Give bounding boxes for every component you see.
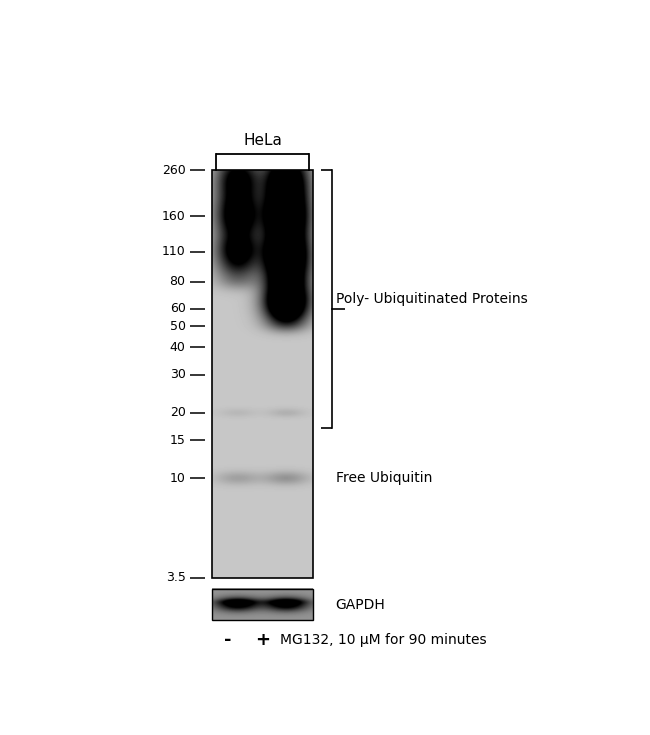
Text: 10: 10 [170, 472, 185, 485]
Text: 60: 60 [170, 303, 185, 315]
Text: Poly- Ubiquitinated Proteins: Poly- Ubiquitinated Proteins [335, 293, 527, 306]
Bar [212, 171, 313, 578]
Text: 40: 40 [170, 341, 185, 354]
Text: 20: 20 [170, 406, 185, 420]
Text: 30: 30 [170, 368, 185, 381]
Text: 110: 110 [162, 245, 185, 258]
Text: +: + [255, 631, 270, 649]
Bar [212, 589, 313, 620]
Text: GAPDH: GAPDH [335, 598, 385, 612]
Text: -: - [224, 631, 231, 649]
Text: 260: 260 [162, 164, 185, 176]
Text: HeLa: HeLa [243, 132, 282, 148]
Text: 3.5: 3.5 [166, 571, 185, 584]
Text: 15: 15 [170, 434, 185, 447]
Text: 160: 160 [162, 209, 185, 223]
Text: Free Ubiquitin: Free Ubiquitin [335, 471, 432, 485]
Text: 80: 80 [170, 275, 185, 288]
Text: MG132, 10 μM for 90 minutes: MG132, 10 μM for 90 minutes [280, 633, 487, 647]
Text: 50: 50 [170, 320, 185, 333]
